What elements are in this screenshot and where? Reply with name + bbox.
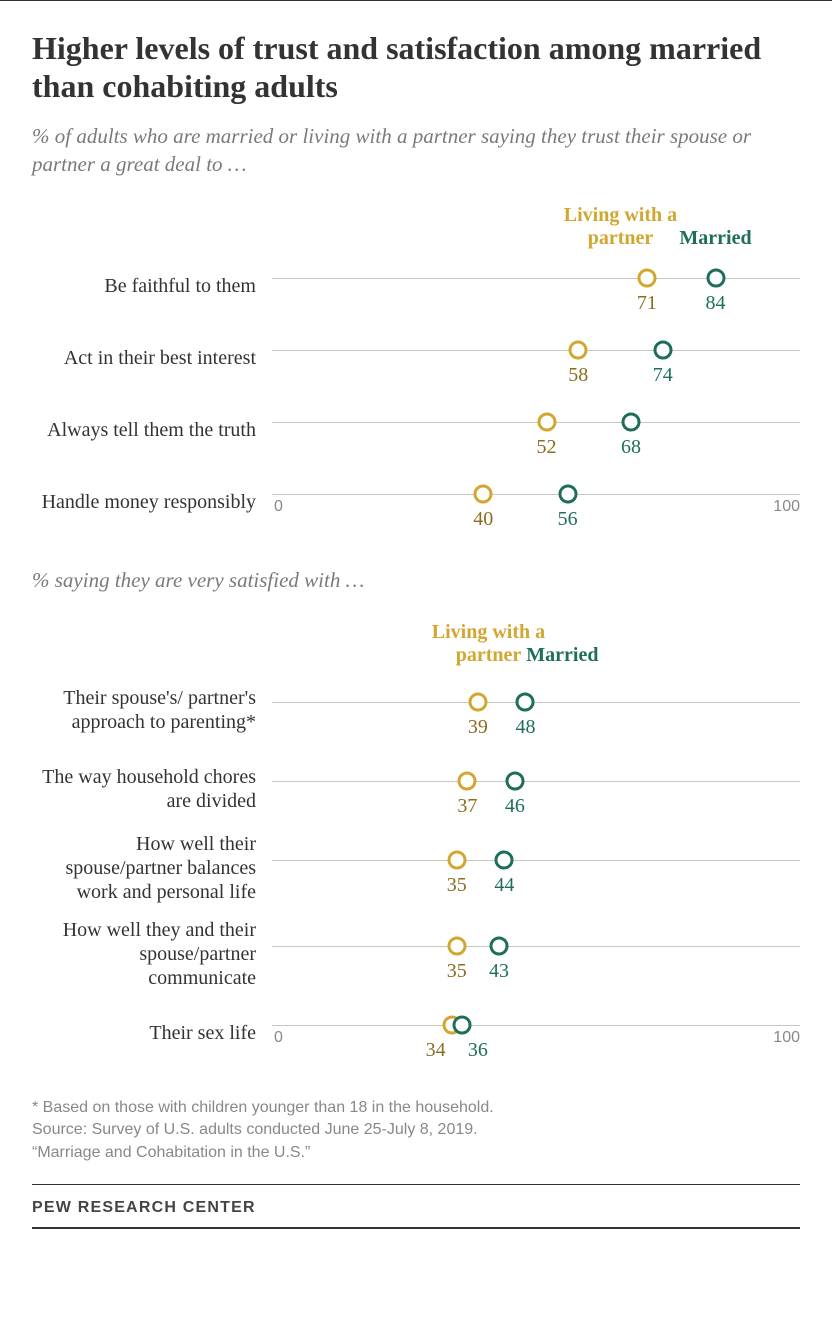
dot-partner xyxy=(537,413,556,432)
value-partner: 37 xyxy=(457,795,477,818)
chart-subtitle-2: % saying they are very satisfied with … xyxy=(32,566,800,594)
track-line xyxy=(272,422,800,423)
value-partner: 40 xyxy=(473,508,493,531)
value-partner: 71 xyxy=(637,292,657,315)
chart-row: Be faithful to them 71 84 xyxy=(32,250,800,322)
bottom-rule xyxy=(32,1227,800,1229)
footer-attribution: PEW RESEARCH CENTER xyxy=(32,1199,800,1217)
row-track: 71 84 xyxy=(272,250,800,322)
track-line xyxy=(272,1025,800,1026)
legend-partner: Living with apartner xyxy=(564,204,677,250)
dot-partner xyxy=(468,692,487,711)
value-partner: 34 xyxy=(426,1039,446,1062)
track-line xyxy=(272,494,800,495)
dot-partner xyxy=(474,485,493,504)
axis-max: 100 xyxy=(773,498,800,516)
track-line xyxy=(272,702,800,703)
row-label: Act in their best interest xyxy=(32,346,272,370)
dot-married xyxy=(558,485,577,504)
chart-subtitle-1: % of adults who are married or living wi… xyxy=(32,122,800,179)
value-married: 44 xyxy=(494,874,514,897)
chart-1: Living with apartnerMarried Be faithful … xyxy=(32,196,800,538)
row-label: Be faithful to them xyxy=(32,274,272,298)
row-track: 35 43 xyxy=(272,911,800,997)
dot-married xyxy=(516,692,535,711)
chart-container: Higher levels of trust and satisfaction … xyxy=(0,0,832,1245)
dot-married xyxy=(490,936,509,955)
value-married: 43 xyxy=(489,960,509,983)
chart-row: How well their spouse/partner balances w… xyxy=(32,825,800,911)
value-married: 74 xyxy=(653,364,673,387)
row-track: 58 74 xyxy=(272,322,800,394)
chart-1-legend-row: Living with apartnerMarried xyxy=(32,196,800,250)
axis-min: 0 xyxy=(274,498,283,516)
dot-partner xyxy=(447,936,466,955)
chart-row: Handle money responsibly 40 56 0 100 xyxy=(32,466,800,538)
chart-row: Always tell them the truth 52 68 xyxy=(32,394,800,466)
axis-min: 0 xyxy=(274,1029,283,1047)
chart-title: Higher levels of trust and satisfaction … xyxy=(32,29,800,106)
row-label: How well they and their spouse/partner c… xyxy=(32,918,272,990)
value-married: 56 xyxy=(558,508,578,531)
dot-partner xyxy=(569,341,588,360)
track-line xyxy=(272,350,800,351)
row-label: Their spouse's/ partner's approach to pa… xyxy=(32,686,272,734)
chart-row: How well they and their spouse/partner c… xyxy=(32,911,800,997)
row-track: 40 56 0 100 xyxy=(272,466,800,538)
dot-married xyxy=(453,1015,472,1034)
value-married: 36 xyxy=(468,1039,488,1062)
row-track: 52 68 xyxy=(272,394,800,466)
divider xyxy=(32,1184,800,1185)
dot-married xyxy=(495,850,514,869)
dot-partner xyxy=(447,850,466,869)
chart-row: Their spouse's/ partner's approach to pa… xyxy=(32,667,800,753)
row-track: 35 44 xyxy=(272,825,800,911)
axis-max: 100 xyxy=(773,1029,800,1047)
value-partner: 35 xyxy=(447,874,467,897)
dot-married xyxy=(505,771,524,790)
chart-2-legend-row: Living with apartnerMarried xyxy=(32,613,800,667)
value-married: 46 xyxy=(505,795,525,818)
chart-notes: * Based on those with children younger t… xyxy=(32,1097,800,1164)
legend-track: Living with apartnerMarried xyxy=(272,613,800,667)
legend-spacer xyxy=(32,613,272,667)
legend-track: Living with apartnerMarried xyxy=(272,196,800,250)
value-partner: 58 xyxy=(568,364,588,387)
legend-married: Married xyxy=(526,644,598,667)
dot-married xyxy=(653,341,672,360)
row-label: Always tell them the truth xyxy=(32,418,272,442)
chart-row: Act in their best interest 58 74 xyxy=(32,322,800,394)
legend-spacer xyxy=(32,196,272,250)
value-married: 48 xyxy=(515,716,535,739)
row-track: 37 46 xyxy=(272,753,800,825)
value-partner: 35 xyxy=(447,960,467,983)
value-married: 84 xyxy=(706,292,726,315)
track-line xyxy=(272,946,800,947)
dot-married xyxy=(706,269,725,288)
chart-row: Their sex life 34 36 0 100 xyxy=(32,997,800,1069)
chart-row: The way household chores are divided 37 46 xyxy=(32,753,800,825)
row-label: The way household chores are divided xyxy=(32,765,272,813)
row-track: 39 48 xyxy=(272,667,800,753)
value-partner: 39 xyxy=(468,716,488,739)
row-label: How well their spouse/partner balances w… xyxy=(32,832,272,904)
row-track: 34 36 0 100 xyxy=(272,997,800,1069)
note-report: “Marriage and Cohabitation in the U.S.” xyxy=(32,1142,800,1164)
note-asterisk: * Based on those with children younger t… xyxy=(32,1097,800,1119)
note-source: Source: Survey of U.S. adults conducted … xyxy=(32,1119,800,1141)
legend-married: Married xyxy=(679,227,751,250)
value-partner: 52 xyxy=(537,436,557,459)
chart-2: Living with apartnerMarried Their spouse… xyxy=(32,613,800,1069)
dot-partner xyxy=(637,269,656,288)
value-married: 68 xyxy=(621,436,641,459)
track-line xyxy=(272,860,800,861)
row-label: Their sex life xyxy=(32,1021,272,1045)
dot-married xyxy=(622,413,641,432)
track-line xyxy=(272,781,800,782)
dot-partner xyxy=(458,771,477,790)
row-label: Handle money responsibly xyxy=(32,490,272,514)
